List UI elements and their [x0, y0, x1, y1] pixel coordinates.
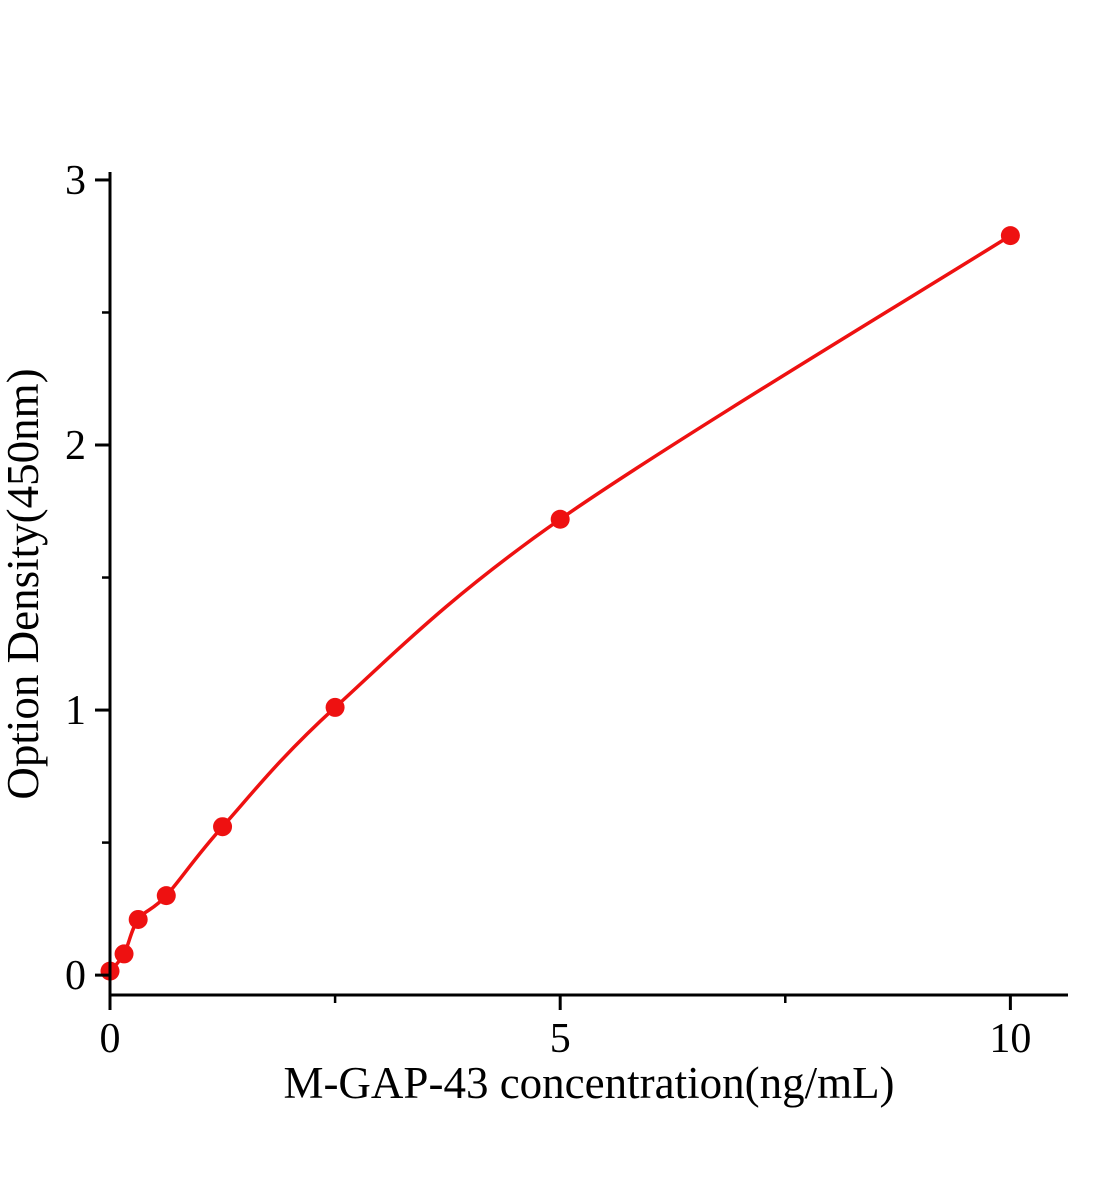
- data-point-marker: [114, 944, 134, 964]
- y-axis-tick-label: 1: [65, 688, 86, 734]
- data-point-marker: [1000, 226, 1020, 246]
- chart-data-layer: [100, 226, 1020, 981]
- x-axis-title: M-GAP-43 concentration(ng/mL): [283, 1058, 894, 1108]
- data-point-marker: [128, 909, 148, 929]
- x-axis-tick-label: 10: [989, 1016, 1031, 1062]
- data-point-marker: [325, 697, 345, 717]
- data-point-marker: [213, 817, 233, 837]
- data-point-marker: [550, 509, 570, 529]
- x-axis-tick-label: 5: [550, 1016, 571, 1062]
- chart-axis-layer: 0 5 10 0 1 2 3: [65, 158, 1068, 1062]
- x-axis-tick-label: 0: [100, 1016, 121, 1062]
- y-axis-tick-label: 2: [65, 423, 86, 469]
- y-axis-tick-label: 0: [65, 953, 86, 999]
- y-axis-tick-label: 3: [65, 158, 86, 204]
- curve-line: [108, 234, 1012, 973]
- y-axis-title: Option Density(450nm): [0, 368, 48, 799]
- data-point-marker: [156, 886, 176, 906]
